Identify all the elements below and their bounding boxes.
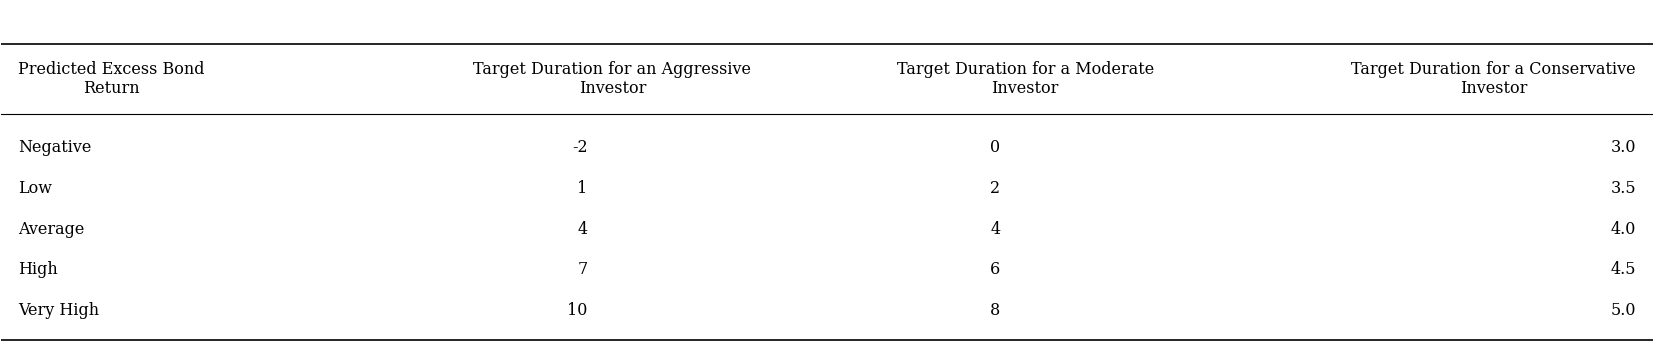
Text: 8: 8 — [991, 302, 1001, 319]
Text: Average: Average — [18, 221, 84, 238]
Text: 0: 0 — [991, 140, 1001, 157]
Text: 4.0: 4.0 — [1611, 221, 1636, 238]
Text: Target Duration for a Moderate
Investor: Target Duration for a Moderate Investor — [896, 61, 1154, 98]
Text: Target Duration for a Conservative
Investor: Target Duration for a Conservative Inves… — [1351, 61, 1636, 98]
Text: 4: 4 — [991, 221, 1001, 238]
Text: Negative: Negative — [18, 140, 91, 157]
Text: High: High — [18, 261, 58, 278]
Text: 6: 6 — [991, 261, 1001, 278]
Text: 4.5: 4.5 — [1611, 261, 1636, 278]
Text: 1: 1 — [577, 180, 587, 197]
Text: 7: 7 — [577, 261, 587, 278]
Text: Low: Low — [18, 180, 51, 197]
Text: Target Duration for an Aggressive
Investor: Target Duration for an Aggressive Invest… — [473, 61, 751, 98]
Text: Predicted Excess Bond
Return: Predicted Excess Bond Return — [18, 61, 205, 98]
Text: 3.5: 3.5 — [1611, 180, 1636, 197]
Text: -2: -2 — [572, 140, 587, 157]
Text: Very High: Very High — [18, 302, 99, 319]
Text: 4: 4 — [577, 221, 587, 238]
Text: 5.0: 5.0 — [1611, 302, 1636, 319]
Text: 10: 10 — [567, 302, 587, 319]
Text: 2: 2 — [991, 180, 1001, 197]
Text: 3.0: 3.0 — [1611, 140, 1636, 157]
